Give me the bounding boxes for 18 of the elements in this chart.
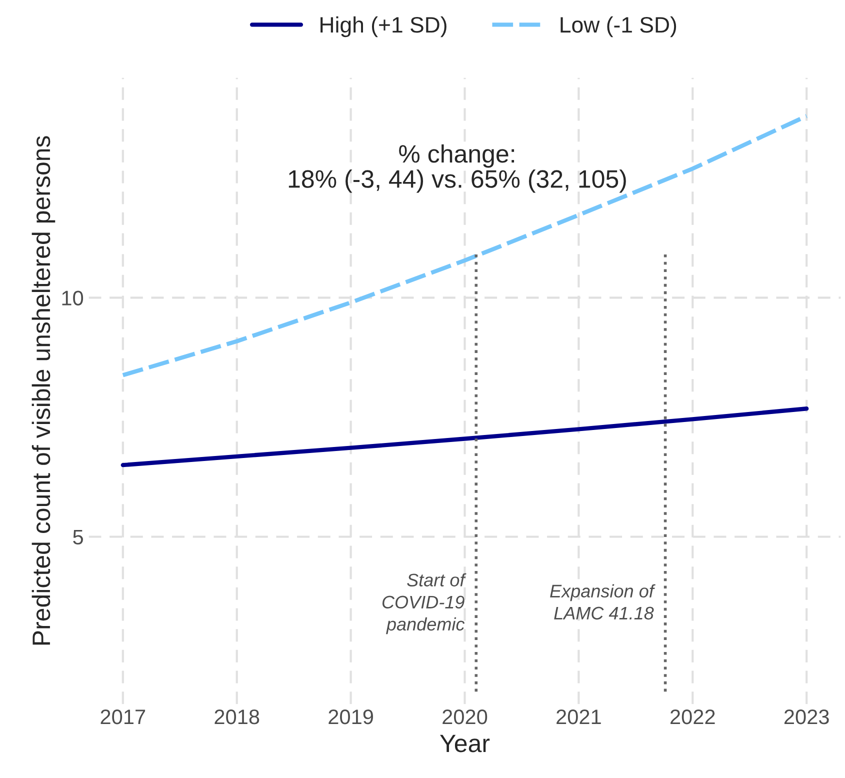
annotation: % change: 18% (-3, 44) vs. 65% (32, 105) [288, 144, 626, 193]
ref-line-label: Start of COVID-19 pandemic [382, 573, 466, 634]
y-axis-title: Predicted count of visible unsheltered persons [32, 136, 56, 645]
line-series [120, 406, 809, 468]
ref-line-label: Expansion of LAMC 41.18 [550, 584, 656, 620]
x-tick-label: 2020 [442, 710, 488, 724]
x-tick-label: 2018 [214, 710, 260, 724]
x-tick-label: 2017 [100, 710, 146, 724]
x-tick-label: 2023 [784, 710, 829, 724]
line-series [120, 114, 809, 378]
x-tick-label: 2021 [556, 710, 601, 724]
x-axis-title: Year [440, 734, 490, 752]
y-tick-label: 5 [73, 530, 83, 545]
y-tick-label: 10 [62, 290, 84, 306]
legend-label: Low (-1 SD) [560, 16, 676, 38]
x-tick-label: 2019 [328, 710, 373, 724]
x-tick-label: 2022 [670, 710, 715, 724]
legend-label: High (+1 SD) [320, 16, 446, 38]
